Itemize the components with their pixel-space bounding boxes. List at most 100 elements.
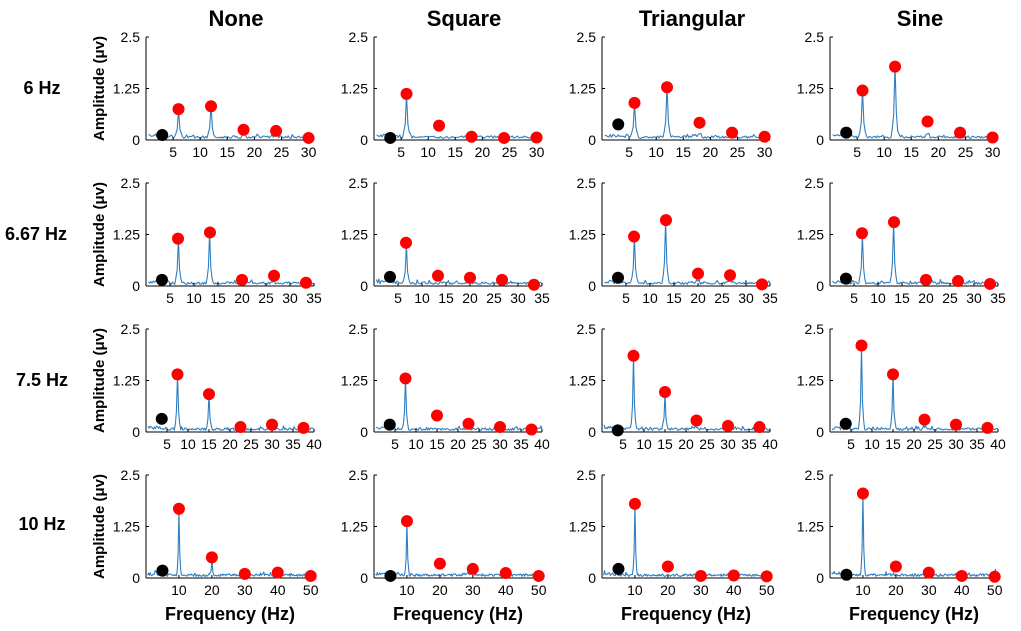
x-tick-label: 25 [258,290,274,306]
harmonic-marker [628,96,641,109]
x-tick-label: 20 [888,582,904,598]
harmonic-marker [205,551,218,564]
x-tick-label: 5 [625,144,633,160]
column-titles: None Square Triangular Sine [209,6,944,31]
x-tick-label: 25 [486,290,502,306]
harmonic-marker [856,227,869,240]
harmonic-marker [532,569,545,582]
harmonic-marker [205,100,218,113]
x-tick-label: 20 [234,290,250,306]
x-tick-label: 5 [622,290,630,306]
x-tick-label: 10 [180,436,196,452]
y-tick-label: 1.25 [113,227,140,243]
y-tick-label: 0 [360,132,368,148]
y-tick-label: 1.25 [569,227,596,243]
x-tick-label: 40 [498,582,514,598]
y-tick-label: 1.25 [113,81,140,97]
x-tick-label: 30 [985,144,1001,160]
column-title-triangular: Triangular [639,6,746,31]
x-tick-label: 10 [420,144,436,160]
row-label-7-5hz: 7.5 Hz [16,370,68,390]
y-tick-label: 0 [588,424,596,440]
x-tick-label: 10 [648,144,664,160]
panels: 0 1.25 2.5 5 10 15 20 25 30 Amplitude (μv) 0 1.25 2.… [91,29,1006,624]
x-tick-label: 20 [678,436,694,452]
y-tick-label: 1.25 [341,81,368,97]
harmonic-marker [755,278,768,291]
x-tick-label: 15 [438,290,454,306]
column-title-sine: Sine [897,6,943,31]
harmonic-marker [304,569,317,582]
y-tick-label: 2.5 [121,321,141,337]
subharmonic-marker [384,131,397,144]
y-tick-label: 2.5 [349,175,369,191]
x-tick-label: 5 [391,436,399,452]
x-tick-label: 50 [759,582,775,598]
y-tick-label: 1.25 [113,373,140,389]
x-tick-label: 35 [969,436,985,452]
x-tick-label: 10 [408,436,424,452]
x-axis-label: Frequency (Hz) [393,604,523,624]
harmonic-marker [921,115,934,128]
harmonic-marker [760,570,773,583]
x-tick-label: 5 [163,436,171,452]
y-tick-label: 0 [588,132,596,148]
x-tick-label: 5 [619,436,627,452]
harmonic-marker [920,273,932,286]
spectrum-line [375,244,543,285]
harmonic-marker [694,569,707,582]
x-tick-label: 20 [703,144,719,160]
y-tick-label: 2.5 [349,467,369,483]
x-tick-label: 25 [714,290,730,306]
harmonic-marker [918,413,931,426]
y-tick-label: 2.5 [577,29,597,45]
x-tick-label: 40 [534,436,550,452]
x-tick-label: 25 [243,436,259,452]
x-tick-label: 30 [921,582,937,598]
subharmonic-marker [384,569,397,582]
spectrum-line [831,492,999,577]
x-tick-label: 20 [247,144,263,160]
harmonic-marker [855,339,868,352]
harmonic-marker [922,566,935,579]
x-tick-label: 20 [906,436,922,452]
y-tick-label: 0 [816,132,824,148]
x-tick-label: 10 [876,144,892,160]
harmonic-marker [659,386,671,399]
x-tick-label: 15 [201,436,217,452]
harmonic-marker [693,116,706,129]
x-tick-label: 25 [699,436,715,452]
panel-6-hz-square: 0 1.25 2.5 5 10 15 20 25 30 [341,29,545,160]
x-tick-label: 30 [757,144,773,160]
harmonic-marker [431,409,443,422]
x-tick-label: 15 [429,436,445,452]
y-tick-label: 0 [360,424,368,440]
y-tick-label: 1.25 [341,519,368,535]
panel-10-hz-triangular: 0 1.25 2.5 10 20 30 40 50 Frequency (Hz) [569,467,775,624]
harmonic-marker [690,414,703,427]
x-tick-label: 40 [726,582,742,598]
x-tick-label: 40 [954,582,970,598]
x-tick-label: 10 [171,582,187,598]
panel-6-hz-sine: 0 1.25 2.5 5 10 15 20 25 30 [797,29,1001,160]
x-tick-label: 25 [471,436,487,452]
spectrum-line [375,377,543,431]
x-tick-label: 35 [285,436,301,452]
x-tick-label: 30 [693,582,709,598]
x-tick-label: 10 [864,436,880,452]
harmonic-marker [266,418,278,431]
harmonic-marker [952,275,965,288]
row-label-6hz: 6 Hz [23,78,60,98]
spectrum-line [147,509,315,577]
x-tick-label: 40 [990,436,1006,452]
x-tick-label: 5 [169,144,177,160]
harmonic-marker [887,216,900,229]
x-tick-label: 25 [927,436,943,452]
harmonic-marker [299,276,312,289]
harmonic-marker [661,81,674,94]
y-tick-label: 2.5 [577,467,597,483]
x-axis-label: Frequency (Hz) [621,604,751,624]
x-tick-label: 30 [529,144,545,160]
harmonic-marker [268,269,281,282]
x-tick-label: 35 [990,290,1006,306]
